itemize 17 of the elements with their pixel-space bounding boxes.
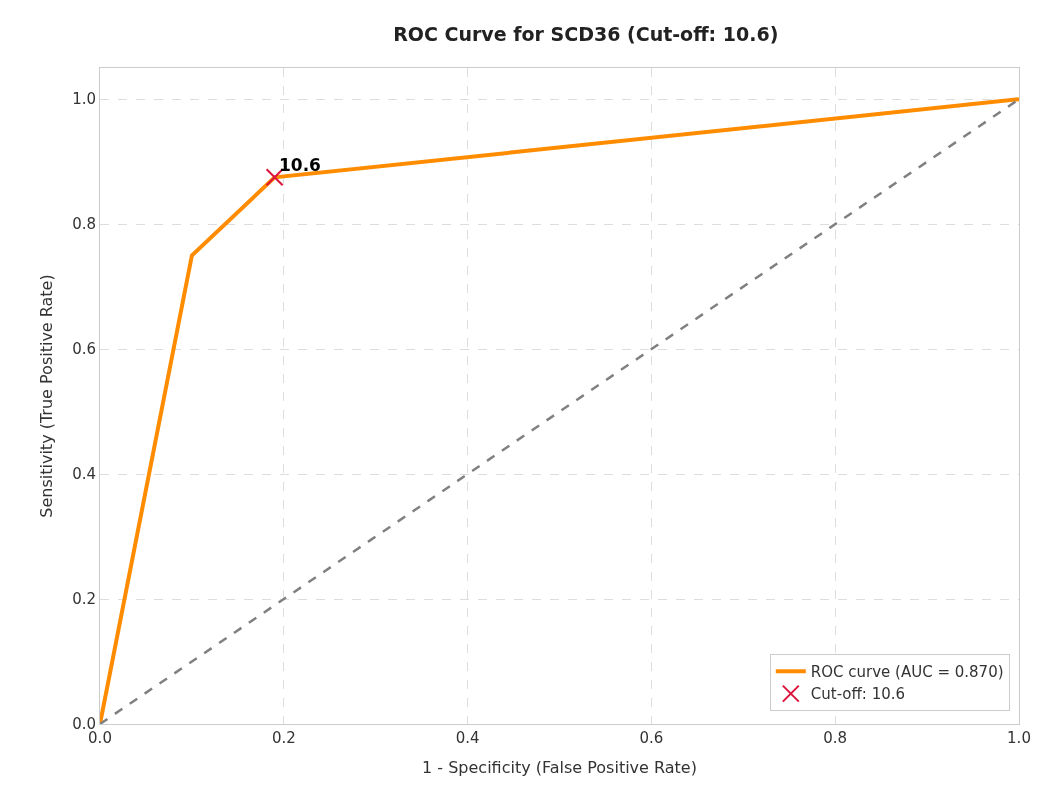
x-axis-title: 1 - Specificity (False Positive Rate)	[422, 757, 697, 777]
y-tick-label: 0.8	[72, 215, 96, 234]
x-tick-label: 0.8	[823, 729, 848, 747]
legend-label: ROC curve (AUC = 0.870)	[810, 662, 1004, 681]
chart-title: ROC Curve for SCD36 (Cut-off: 10.6)	[393, 23, 779, 46]
x-tick-label: 0.2	[271, 729, 296, 747]
annotation: 10.6	[279, 155, 321, 175]
x-tick-label: 1.0	[1007, 729, 1031, 747]
y-tick-label: 1.0	[72, 90, 96, 109]
x-tick-label: 0.4	[455, 729, 480, 747]
y-tick-label: 0.6	[72, 340, 96, 359]
x-tick-label: 0.6	[639, 729, 664, 747]
y-axis-title: Sensitivity (True Positive Rate)	[37, 274, 57, 518]
line-series	[100, 97, 1019, 724]
legend-label: Cut-off: 10.6	[810, 685, 906, 704]
y-tick-label: 0.4	[72, 465, 96, 484]
y-tick-label: 0.2	[72, 590, 96, 609]
